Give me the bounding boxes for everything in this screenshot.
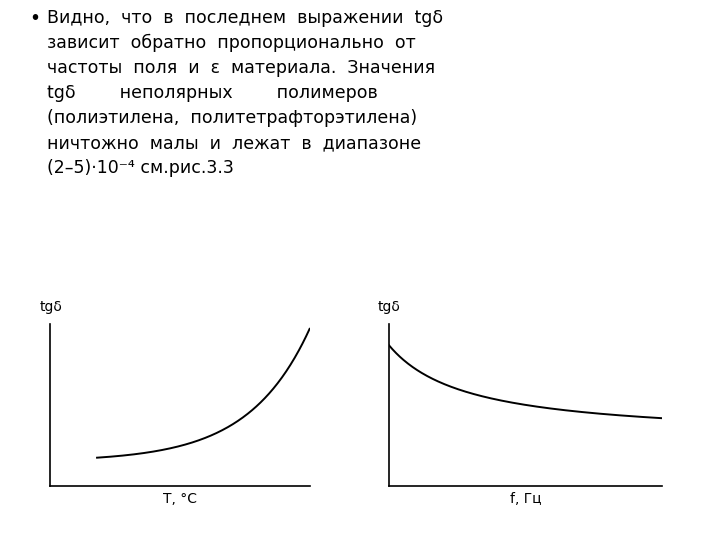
X-axis label: f, Гц: f, Гц [510,491,541,505]
Text: Видно,  что  в  последнем  выражении  tgδ
зависит  обратно  пропорционально  от
: Видно, что в последнем выражении tgδ зав… [47,9,443,178]
Text: tgδ: tgδ [378,300,401,314]
Text: tgδ: tgδ [40,300,63,314]
X-axis label: T, °C: T, °C [163,491,197,505]
Text: •: • [29,9,40,28]
